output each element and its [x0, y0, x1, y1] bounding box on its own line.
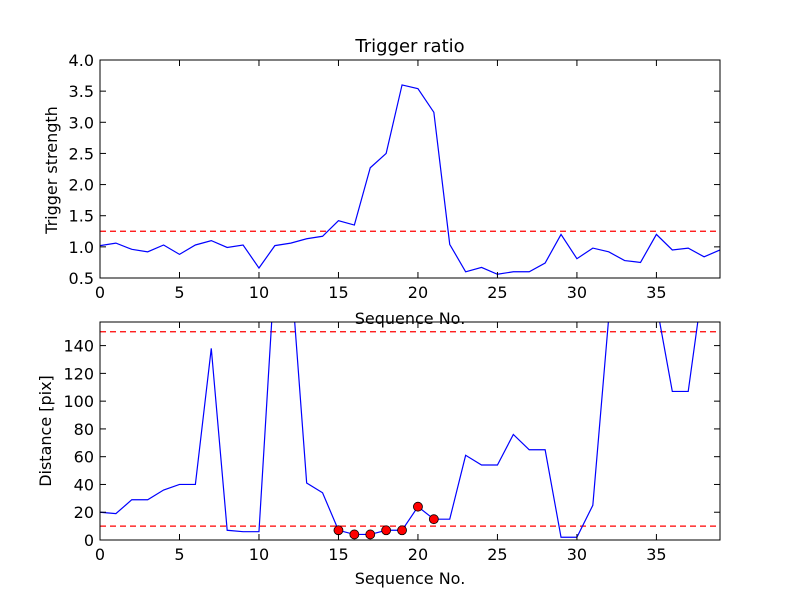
y-tick-label: 100	[63, 392, 94, 411]
x-tick-label: 35	[646, 545, 666, 564]
y-tick-label: 2.5	[69, 144, 94, 163]
y-tick-label: 60	[74, 448, 94, 467]
y-tick-label: 40	[74, 475, 94, 494]
y-tick-label: 0.5	[69, 269, 94, 288]
x-tick-label: 25	[487, 545, 507, 564]
x-tick-label: 25	[487, 283, 507, 302]
y-tick-label: 2.0	[69, 176, 94, 195]
data-point-marker	[397, 525, 407, 536]
y-tick-label: 4.0	[69, 51, 94, 70]
x-tick-label: 0	[95, 545, 105, 564]
x-tick-label: 20	[408, 545, 428, 564]
series-line	[100, 84, 720, 275]
series-line	[100, 322, 699, 538]
data-point-marker	[413, 501, 423, 512]
axes-frame	[99, 321, 721, 541]
y-tick-label: 3.5	[69, 82, 94, 101]
x-axis-label: Sequence No.	[355, 569, 466, 588]
distance-chart: Sequence No. Distance [pix] 0 5 10 15 20 25 30…	[36, 321, 721, 588]
data-point-marker	[349, 529, 360, 540]
x-tick-label: 20	[408, 283, 428, 302]
x-tick-label: 10	[249, 283, 269, 302]
data-point-marker	[365, 529, 376, 540]
y-tick-label: 140	[63, 337, 94, 356]
x-tick-label: 15	[328, 283, 348, 302]
x-tick-label: 5	[174, 545, 184, 564]
y-axis-label: Distance [pix]	[36, 375, 55, 487]
x-axis-label: Sequence No.	[355, 309, 466, 328]
x-tick-label: 35	[646, 283, 666, 302]
x-tick-label: 0	[95, 283, 105, 302]
y-tick-label: 1.0	[69, 238, 94, 257]
x-tick-label: 5	[174, 283, 184, 302]
y-tick-label: 1.5	[69, 207, 94, 226]
y-tick-label: 80	[74, 420, 94, 439]
x-tick-label: 15	[328, 545, 348, 564]
y-tick-label: 3.0	[69, 113, 94, 132]
data-point-marker	[381, 525, 392, 536]
x-tick-label: 10	[249, 545, 269, 564]
x-tick-label: 30	[567, 283, 587, 302]
data-point-marker	[333, 525, 344, 536]
y-tick-label: 20	[74, 503, 94, 522]
x-tick-label: 30	[567, 545, 587, 564]
trigger-ratio-chart: Trigger ratio Sequence No. Trigger stren…	[42, 36, 721, 328]
plot-area	[100, 84, 720, 275]
y-axis-label: Trigger strength	[42, 106, 61, 235]
axes-frame	[99, 59, 721, 279]
chart-title: Trigger ratio	[354, 36, 464, 57]
plot-area	[100, 322, 720, 540]
data-point-marker	[428, 514, 439, 525]
y-tick-label: 0	[84, 531, 94, 550]
y-tick-label: 120	[63, 364, 94, 383]
